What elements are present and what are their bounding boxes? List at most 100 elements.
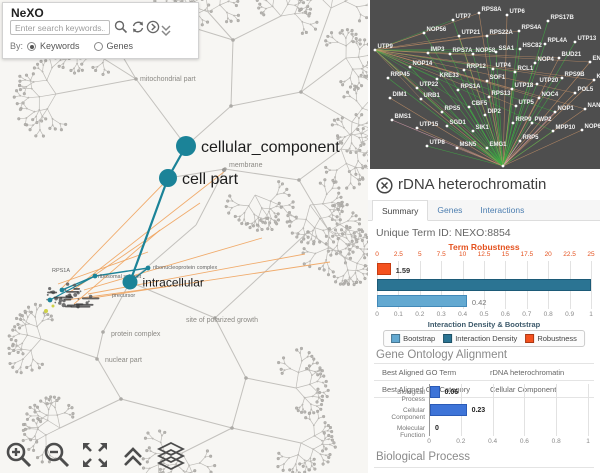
network-node-label: RRP12 xyxy=(467,64,487,70)
network-node-label: NOP14 xyxy=(413,61,433,67)
network-node-RCL1[interactable] xyxy=(513,70,517,74)
chart-legend: Bootstrap Interaction Density Robustness xyxy=(383,330,585,347)
network-node-UTP22[interactable] xyxy=(415,86,419,90)
network-node-RPS5[interactable] xyxy=(440,110,444,114)
network-node-UTP10[interactable] xyxy=(501,164,505,168)
network-node-UTP8[interactable] xyxy=(425,144,429,148)
network-node-NOP4[interactable] xyxy=(533,61,537,65)
network-node-MSN5[interactable] xyxy=(455,146,459,150)
network-node-NOP56[interactable] xyxy=(422,31,426,35)
network-node-RRP5[interactable] xyxy=(518,139,522,143)
network-node-BUD21[interactable] xyxy=(557,56,561,60)
network-node-UTP5[interactable] xyxy=(514,104,518,108)
close-icon[interactable] xyxy=(376,177,393,194)
network-node-label: RPS5 xyxy=(445,106,461,112)
network-node-label: BUD21 xyxy=(562,52,582,58)
go-row-value: Cellular Component xyxy=(490,385,557,394)
zoom-in-icon[interactable] xyxy=(4,440,34,470)
tree-node-intracellular[interactable] xyxy=(122,274,138,290)
tab-interactions[interactable]: Interactions xyxy=(480,205,525,215)
network-node-URB1[interactable] xyxy=(419,97,423,101)
network-node-UTP13[interactable] xyxy=(573,40,577,44)
cluster-term-label: RPS1A xyxy=(52,268,70,274)
fit-to-screen-icon[interactable] xyxy=(80,440,110,470)
legend-label: Robustness xyxy=(537,334,577,343)
network-node-RPS22A[interactable] xyxy=(485,34,489,38)
network-node-NAN1[interactable] xyxy=(583,107,587,111)
network-node-KRE33[interactable] xyxy=(435,77,439,81)
network-node-IMP3[interactable] xyxy=(426,51,430,55)
network-node-UTP6[interactable] xyxy=(505,13,509,17)
ontology-tree-canvas[interactable]: mitochondrial part membrane protein comple… xyxy=(0,0,368,473)
network-node-SSA1[interactable] xyxy=(494,50,498,54)
advanced-search-icon[interactable] xyxy=(145,19,161,35)
axis-tick: 0 xyxy=(375,311,379,318)
network-node-NOP14[interactable] xyxy=(408,65,412,69)
network-node-EMG1[interactable] xyxy=(485,146,489,150)
network-node-POL5[interactable] xyxy=(573,91,577,95)
network-node-UTP4[interactable] xyxy=(491,67,495,71)
network-node-label: UTP22 xyxy=(420,82,439,88)
divider xyxy=(374,363,594,364)
network-node-NOC4[interactable] xyxy=(537,96,541,100)
axis-tick: 0 xyxy=(427,438,431,445)
axis-tick: 20 xyxy=(544,251,552,258)
network-node-RRP45[interactable] xyxy=(386,76,390,80)
network-node-RPS1A[interactable] xyxy=(456,88,460,92)
interaction-network[interactable]: UTP9 NOP56 UTP7 RPS8A UTP6 RPS17B UTP21 RPS22A R… xyxy=(368,0,600,171)
chevron-down-icon[interactable] xyxy=(158,22,174,38)
network-node-SIK1[interactable] xyxy=(471,129,475,133)
network-node-label: MSN5 xyxy=(460,142,477,148)
zoom-out-icon[interactable] xyxy=(42,440,72,470)
network-node-RPS7A[interactable] xyxy=(448,52,452,56)
network-node-RRP9[interactable] xyxy=(511,121,515,125)
tree-node-label: intracellular xyxy=(143,276,204,290)
network-node-label: RRP45 xyxy=(391,72,411,78)
cluster-term-label: ribosomal subunit xyxy=(98,274,142,280)
network-node-HSC82[interactable] xyxy=(518,47,522,51)
network-node-label: NOC4 xyxy=(542,92,559,98)
network-node-SGD1[interactable] xyxy=(445,124,449,128)
network-node-UTP18[interactable] xyxy=(510,87,514,91)
search-icon[interactable] xyxy=(113,19,129,35)
network-node-RPS9B[interactable] xyxy=(560,76,564,80)
network-node-label: SGD1 xyxy=(450,120,467,126)
network-node-ENP1[interactable] xyxy=(588,60,592,64)
network-node-RRP12[interactable] xyxy=(462,68,466,72)
network-node-RPL4A[interactable] xyxy=(543,42,547,46)
refresh-icon[interactable] xyxy=(130,19,146,35)
network-node-NOP6[interactable] xyxy=(580,128,584,132)
network-node-KRR1[interactable] xyxy=(592,78,596,82)
network-node-PWP2[interactable] xyxy=(530,121,534,125)
tab-summary[interactable]: Summary xyxy=(372,200,429,221)
network-node-RPS17B[interactable] xyxy=(546,19,550,23)
tab-genes[interactable]: Genes xyxy=(437,205,463,215)
network-node-UTP20[interactable] xyxy=(535,82,539,86)
network-node-UTP7[interactable] xyxy=(451,18,455,22)
network-node-RPS4A[interactable] xyxy=(517,29,521,33)
network-node-RPS8A[interactable] xyxy=(477,11,481,15)
radio-keywords[interactable] xyxy=(27,41,37,51)
network-node-label: NOP4 xyxy=(538,57,555,63)
network-node-DIM1[interactable] xyxy=(388,96,392,100)
network-node-NOP1[interactable] xyxy=(553,110,557,114)
network-node-label: RPS17B xyxy=(551,15,575,21)
collapse-all-icon[interactable] xyxy=(118,440,148,470)
network-node-SOF1[interactable] xyxy=(485,79,489,83)
network-node-UTP15[interactable] xyxy=(415,126,419,130)
network-node-BMS1[interactable] xyxy=(390,118,394,122)
layers-icon[interactable] xyxy=(156,440,186,470)
network-node-UTP9[interactable] xyxy=(373,48,377,52)
network-node-RPS13[interactable] xyxy=(487,95,491,99)
search-input[interactable] xyxy=(10,20,110,35)
tree-node-cellular-component[interactable] xyxy=(176,136,196,156)
radio-genes[interactable] xyxy=(93,41,103,51)
network-node-CBF5[interactable] xyxy=(467,105,471,109)
network-node-NOP58[interactable] xyxy=(471,52,475,56)
tree-node-cell-part[interactable] xyxy=(159,169,177,187)
network-node-UTP21[interactable] xyxy=(457,34,461,38)
network-node-DIP2[interactable] xyxy=(483,113,487,117)
network-node-label: SSA1 xyxy=(499,46,515,52)
network-node-MPP10[interactable] xyxy=(551,129,555,133)
unique-term-id: Unique Term ID: NEXO:8854 xyxy=(376,227,511,239)
